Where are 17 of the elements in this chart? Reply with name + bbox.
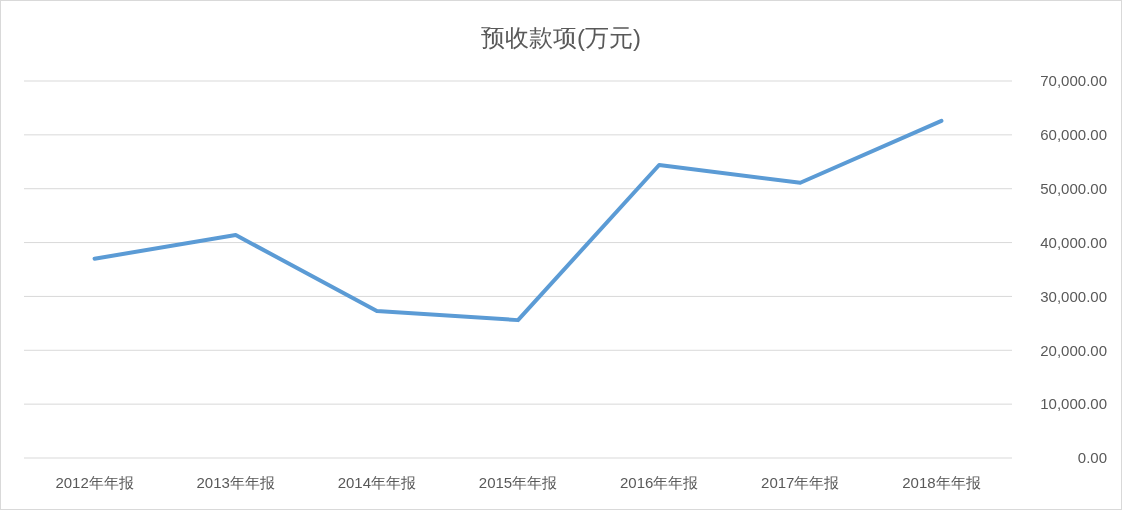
x-tick-label: 2013年年报 — [196, 474, 275, 491]
y-tick-label: 70,000.00 — [1040, 72, 1107, 90]
y-tick-label: 20,000.00 — [1040, 341, 1107, 359]
x-tick-label: 2015年年报 — [478, 474, 558, 491]
x-tick-label: 2014年年报 — [337, 474, 417, 491]
x-tick-label: 2017年年报 — [761, 474, 840, 491]
y-tick-label: 50,000.00 — [1040, 179, 1107, 197]
y-tick-label: 0.00 — [1077, 449, 1107, 467]
x-tick-label: 2016年年报 — [619, 474, 699, 491]
y-tick-label: 10,000.00 — [1040, 395, 1107, 413]
chart-title: 预收款项(万元) — [481, 24, 641, 51]
x-tick-label: 2012年年报 — [55, 474, 134, 491]
line-series — [92, 118, 944, 323]
x-tick-label: 2018年年报 — [902, 474, 981, 491]
y-tick-label: 30,000.00 — [1040, 287, 1107, 305]
y-tick-label: 60,000.00 — [1040, 126, 1107, 144]
y-tick-label: 40,000.00 — [1040, 233, 1107, 251]
